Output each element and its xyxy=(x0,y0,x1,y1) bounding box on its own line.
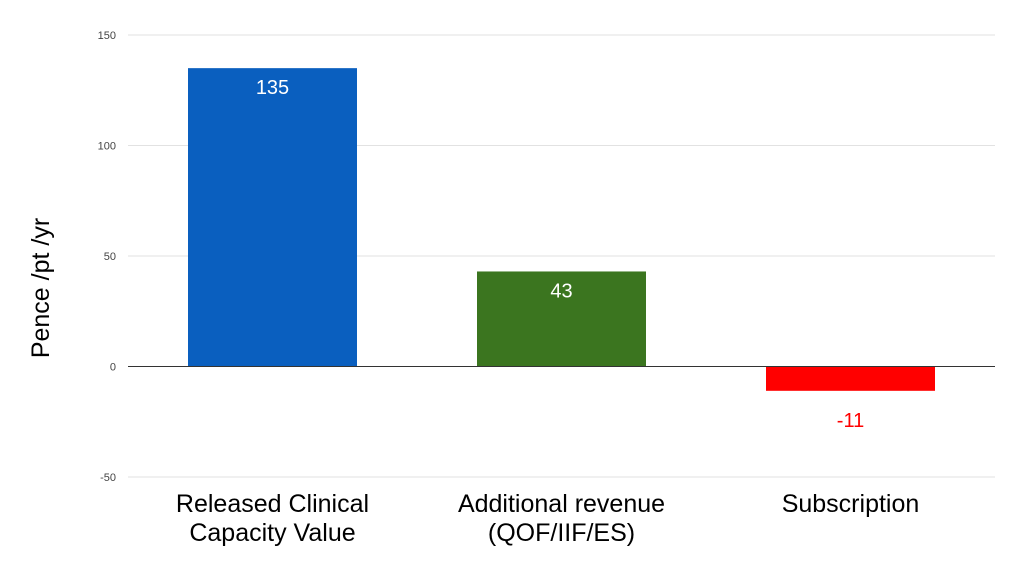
y-axis-ticks: 150 100 50 0 -50 xyxy=(98,30,116,484)
y-tick-label: 0 xyxy=(110,362,116,374)
data-label: 43 xyxy=(550,280,572,302)
data-labels: 135 43 -11 xyxy=(256,77,864,432)
bar xyxy=(188,68,357,367)
x-tick-label: Subscription xyxy=(782,490,920,518)
x-tick-label: (QOF/IIF/ES) xyxy=(488,519,635,547)
y-axis-label: Pence /pt /yr xyxy=(27,218,55,358)
y-tick-label: -50 xyxy=(100,472,116,484)
y-tick-label: 50 xyxy=(104,251,116,263)
data-label: -11 xyxy=(837,410,864,432)
x-tick-label: Capacity Value xyxy=(189,519,355,547)
y-tick-label: 100 xyxy=(98,141,116,153)
bars xyxy=(188,68,935,391)
bar xyxy=(477,271,646,367)
y-tick-label: 150 xyxy=(98,30,116,42)
x-tick-label: Additional revenue xyxy=(458,490,665,518)
bar xyxy=(766,366,935,391)
x-tick-label: Released Clinical xyxy=(176,490,369,518)
data-label: 135 xyxy=(256,77,289,99)
